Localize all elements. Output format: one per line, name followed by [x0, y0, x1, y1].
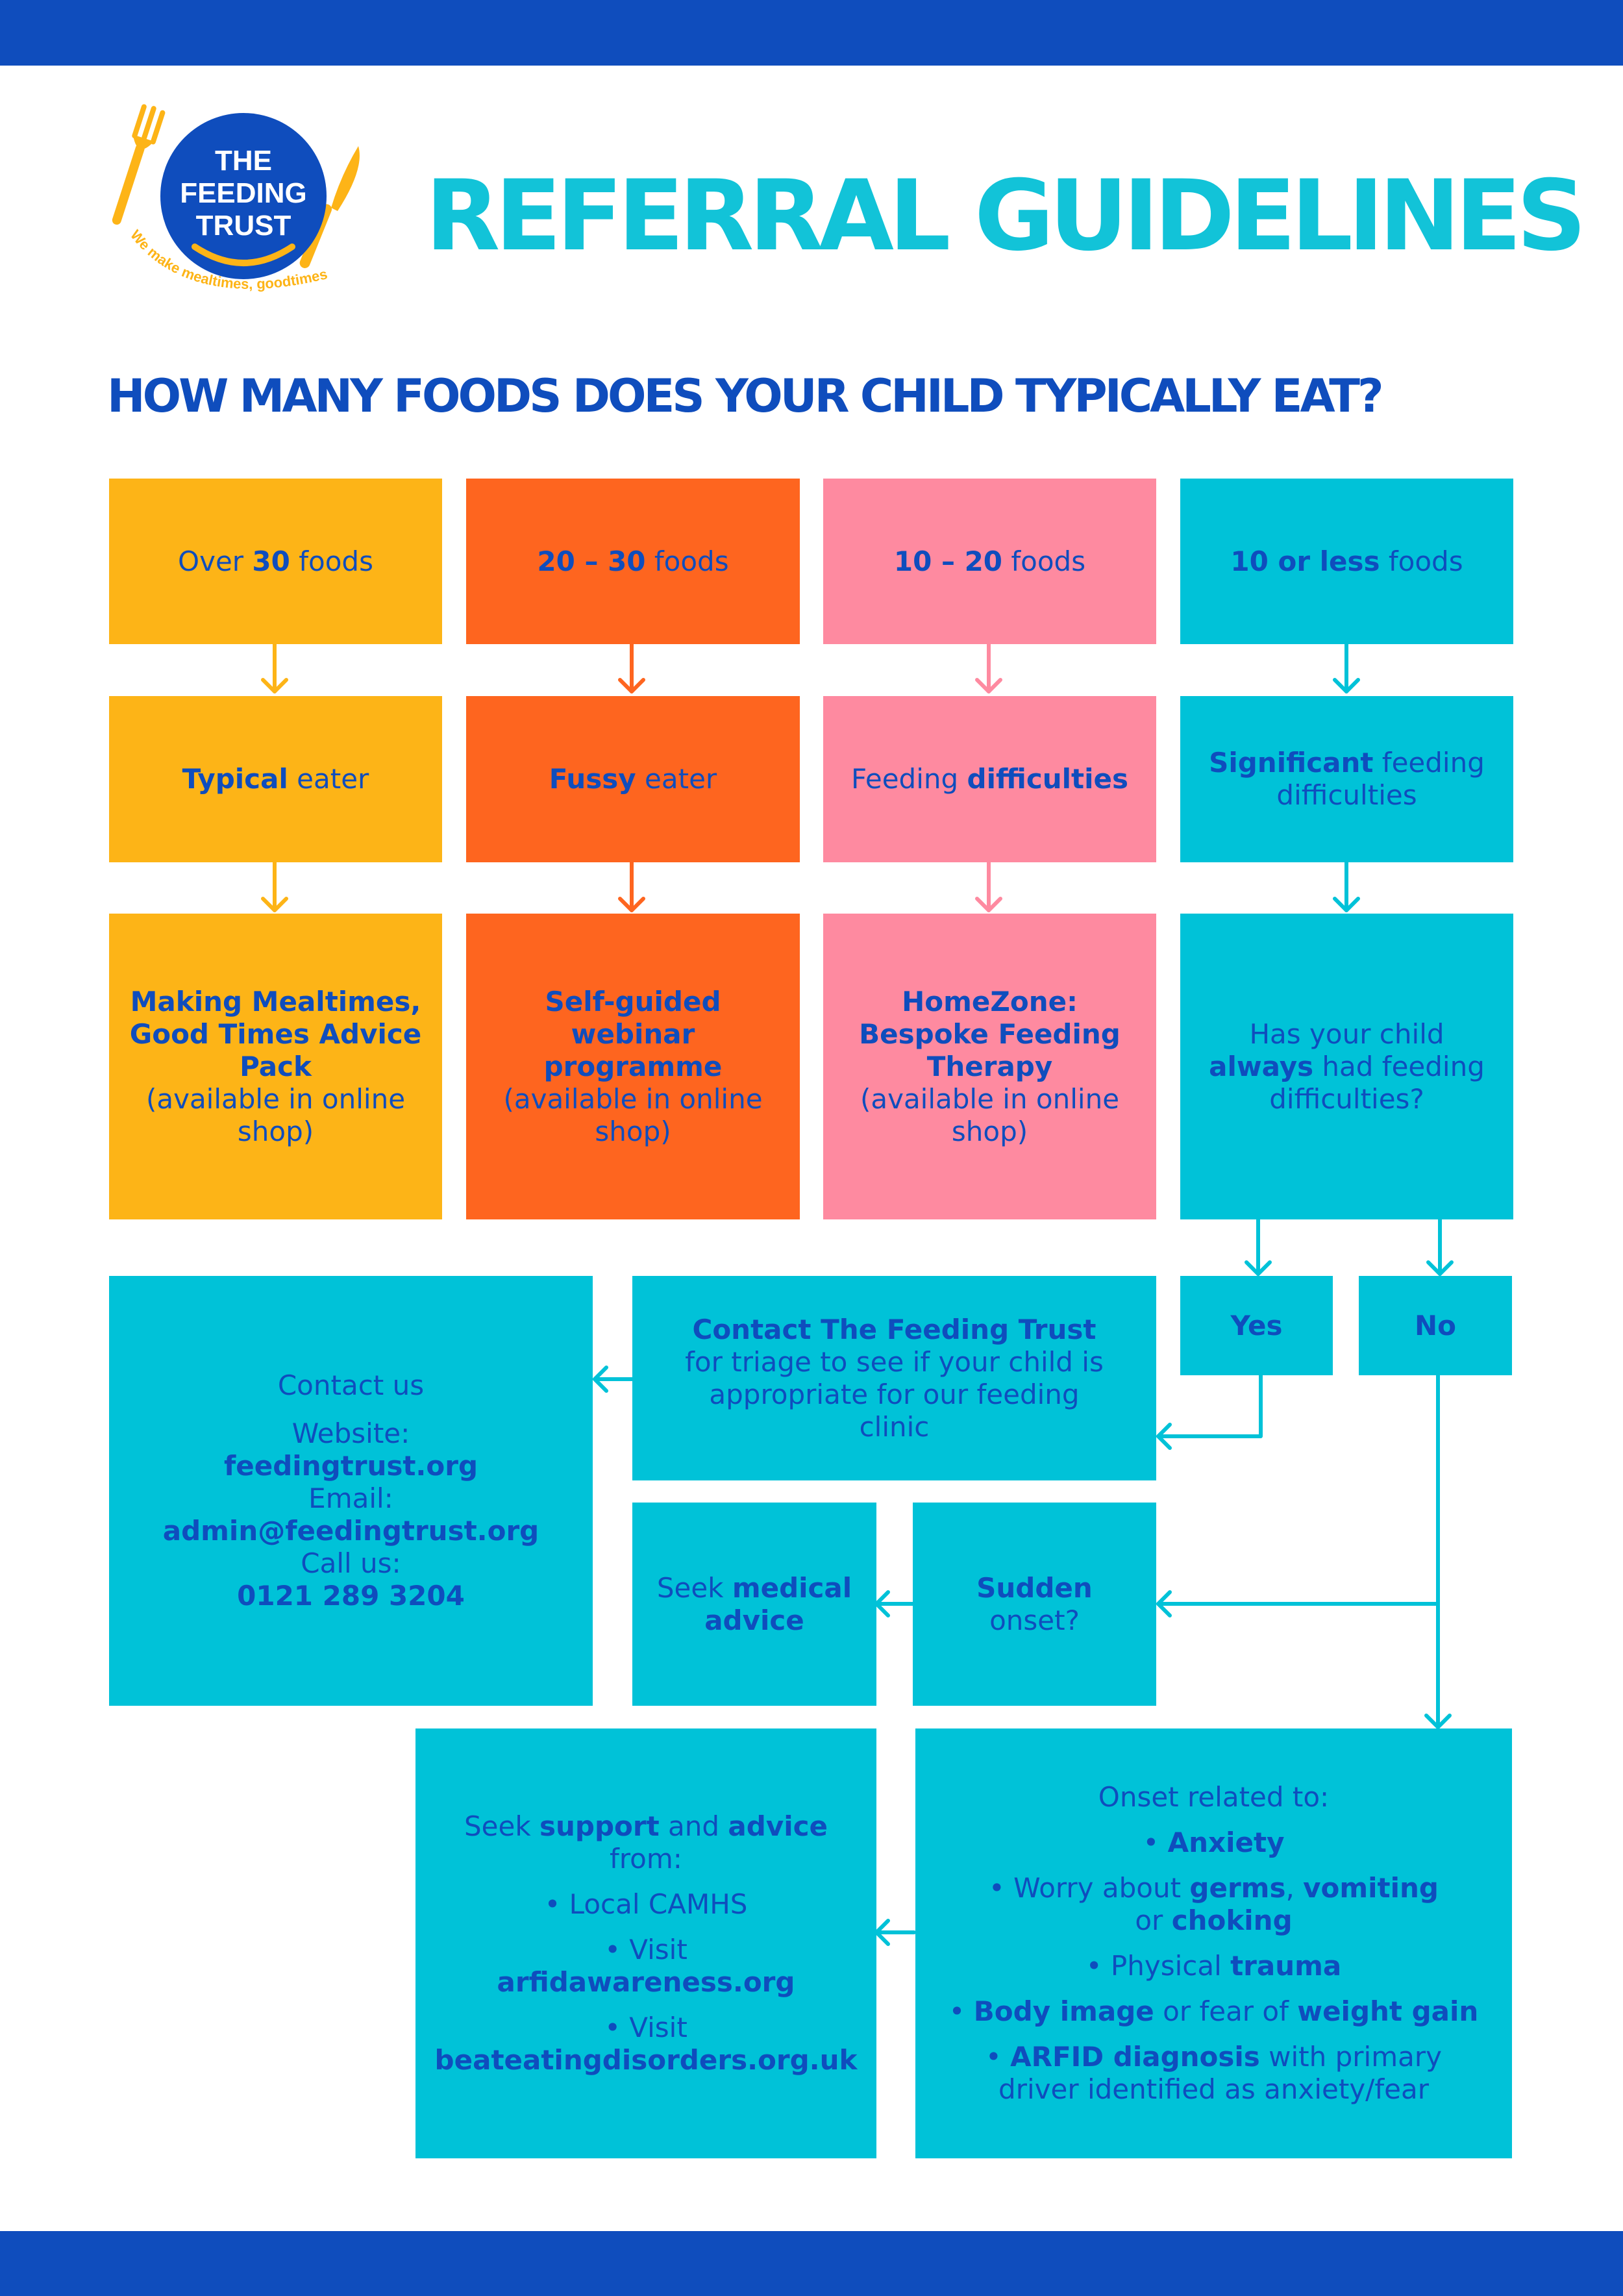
type-bold: Fussy — [549, 763, 636, 795]
support-box: Seek support and advice from: • Local CA… — [415, 1728, 876, 2158]
count-bold: 10 or less — [1230, 545, 1380, 577]
count-box-over-30: Over 30 foods — [109, 479, 442, 644]
contact-trust-rest: for triage to see if your child is appro… — [685, 1345, 1104, 1443]
type-pre: Feeding — [851, 763, 967, 795]
website-link[interactable]: feedingtrust.org — [223, 1450, 478, 1482]
question-post: had feeding difficulties? — [1269, 1050, 1485, 1115]
page-title: REFERRAL GUIDELINES — [425, 160, 1587, 273]
top-banner — [0, 0, 1623, 66]
type-box-significant: Significant feeding difficulties — [1180, 696, 1513, 862]
onset-item-body-image: • Body image or fear of weight gain — [948, 1995, 1479, 2027]
yes-box: Yes — [1180, 1276, 1333, 1375]
yes-label: Yes — [1230, 1309, 1283, 1341]
support-item-3-label: • Visit — [604, 2012, 688, 2043]
onset-box: Onset related to: • Anxiety • Worry abou… — [915, 1728, 1512, 2158]
count-pre: Over — [178, 545, 253, 577]
fork-icon — [112, 104, 166, 225]
logo-circle — [160, 113, 327, 279]
type-box-typical: Typical eater — [109, 696, 442, 862]
sudden-bold: Sudden — [976, 1571, 1093, 1604]
type-bold: Significant — [1209, 747, 1374, 779]
smile-icon — [192, 243, 295, 266]
onset-item-trauma: • Physical trauma — [1085, 1950, 1342, 1982]
question-heading: HOW MANY FOODS DOES YOUR CHILD TYPICALLY… — [107, 369, 1384, 423]
count-bold: 20 – 30 — [537, 545, 646, 577]
result-rest: (available in online shop) — [145, 1082, 406, 1147]
contact-trust-bold: Contact The Feeding Trust — [692, 1313, 1096, 1345]
onset-item-anxiety: • Anxiety — [1143, 1827, 1285, 1858]
sudden-onset-box: Sudden onset? — [913, 1503, 1156, 1706]
result-bold: HomeZone: Bespoke Feeding Therapy — [859, 985, 1121, 1082]
result-bold: Self-guided webinar programme — [543, 985, 723, 1082]
phone-number[interactable]: 0121 289 3204 — [237, 1580, 465, 1612]
result-box-homezone: HomeZone: Bespoke Feeding Therapy (avail… — [823, 914, 1156, 1219]
bottom-banner — [0, 2231, 1623, 2296]
email-label: Email: — [308, 1482, 393, 1514]
contact-heading: Contact us — [277, 1369, 425, 1401]
count-post: foods — [290, 545, 373, 577]
question-bold: always — [1209, 1050, 1314, 1082]
no-label: No — [1414, 1309, 1456, 1341]
question-pre: Has your child — [1249, 1017, 1444, 1050]
contact-us-box: Contact us Website: feedingtrust.org Ema… — [109, 1276, 593, 1706]
count-post: foods — [645, 545, 729, 577]
support-pre: Seek — [464, 1810, 540, 1842]
medical-advice-box: Seek medical advice — [632, 1503, 876, 1706]
type-box-difficulties: Feeding difficulties — [823, 696, 1156, 862]
logo-line-1: THE — [215, 145, 272, 177]
type-bold: difficulties — [967, 763, 1128, 795]
count-box-20-30: 20 – 30 foods — [466, 479, 800, 644]
support-post: from: — [610, 1843, 682, 1875]
contact-trust-box: Contact The Feeding Trust for triage to … — [632, 1276, 1156, 1480]
feeding-trust-logo: THE FEEDING TRUST We make mealtimes, goo… — [110, 97, 360, 292]
no-box: No — [1359, 1276, 1512, 1375]
result-box-advice-pack: Making Mealtimes, Good Times Advice Pack… — [109, 914, 442, 1219]
count-bold: 10 – 20 — [893, 545, 1003, 577]
support-item-camhs: • Local CAMHS — [544, 1888, 748, 1920]
count-box-10-or-less: 10 or less foods — [1180, 479, 1513, 644]
result-box-webinar: Self-guided webinar programme (available… — [466, 914, 800, 1219]
support-bold-2: advice — [728, 1810, 828, 1842]
medical-pre: Seek — [656, 1571, 732, 1604]
call-label: Call us: — [301, 1547, 401, 1579]
support-item-2-label: • Visit — [604, 1934, 688, 1965]
arfid-link[interactable]: arfidawareness.org — [497, 1966, 795, 1998]
type-bold: Typical — [182, 763, 288, 795]
onset-item-worry: • Worry about germs, vomiting or choking — [989, 1872, 1439, 1936]
logo-line-3: TRUST — [196, 210, 291, 242]
type-rest: eater — [288, 763, 369, 795]
onset-heading: Onset related to: — [1098, 1781, 1330, 1813]
count-post: foods — [1002, 545, 1086, 577]
email-link[interactable]: admin@feedingtrust.org — [162, 1515, 539, 1547]
type-rest: feeding difficulties — [1276, 747, 1485, 811]
type-rest: eater — [636, 763, 717, 795]
type-box-fussy: Fussy eater — [466, 696, 800, 862]
onset-item-arfid: • ARFID diagnosis with primary driver id… — [985, 2041, 1442, 2105]
result-rest: (available in online shop) — [503, 1082, 763, 1147]
count-post: foods — [1380, 545, 1463, 577]
count-bold: 30 — [252, 545, 290, 577]
website-label: Website: — [291, 1417, 410, 1449]
sudden-rest: onset? — [989, 1604, 1080, 1636]
medical-bold: medical advice — [704, 1571, 852, 1636]
question-box-always: Has your child always had feeding diffic… — [1180, 914, 1513, 1219]
logo-line-2: FEEDING — [180, 177, 307, 209]
support-bold-1: support — [539, 1810, 660, 1842]
result-rest: (available in online shop) — [860, 1082, 1120, 1147]
result-bold: Making Mealtimes, Good Times Advice Pack — [129, 985, 422, 1082]
count-box-10-20: 10 – 20 foods — [823, 479, 1156, 644]
support-mid: and — [659, 1810, 728, 1842]
beat-link[interactable]: beateatingdisorders.org.uk — [434, 2044, 858, 2076]
